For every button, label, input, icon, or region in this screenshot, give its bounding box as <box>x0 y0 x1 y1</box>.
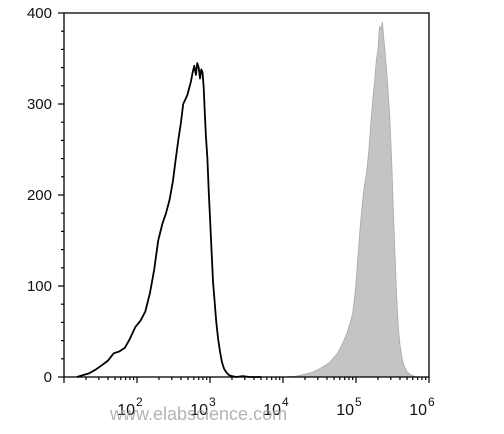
watermark-text: www.elabscience.com <box>109 404 287 424</box>
y-tick-label: 100 <box>27 278 52 295</box>
outline-histogram-layer <box>76 62 261 378</box>
x-tick-label-base: 10 <box>263 402 281 419</box>
outline-histogram-line <box>76 62 261 378</box>
x-tick-label-exponent: 3 <box>209 395 216 409</box>
x-tick-label-base: 10 <box>336 402 354 419</box>
filled-histogram-layer <box>282 22 422 378</box>
y-tick-label: 200 <box>27 187 52 204</box>
y-tick-label: 400 <box>27 5 52 22</box>
x-tick-label-base: 10 <box>190 402 208 419</box>
y-tick-label: 300 <box>27 96 52 113</box>
x-tick-label-exponent: 4 <box>282 395 289 409</box>
x-tick-label-base: 10 <box>409 402 427 419</box>
y-tick-label: 0 <box>44 369 52 386</box>
filled-histogram-area <box>282 22 422 378</box>
axis-ticks <box>58 12 430 383</box>
x-tick-label-base: 10 <box>117 402 135 419</box>
x-tick-label-exponent: 2 <box>136 395 143 409</box>
x-tick-label-exponent: 6 <box>428 395 435 409</box>
x-tick-label-exponent: 5 <box>355 395 362 409</box>
